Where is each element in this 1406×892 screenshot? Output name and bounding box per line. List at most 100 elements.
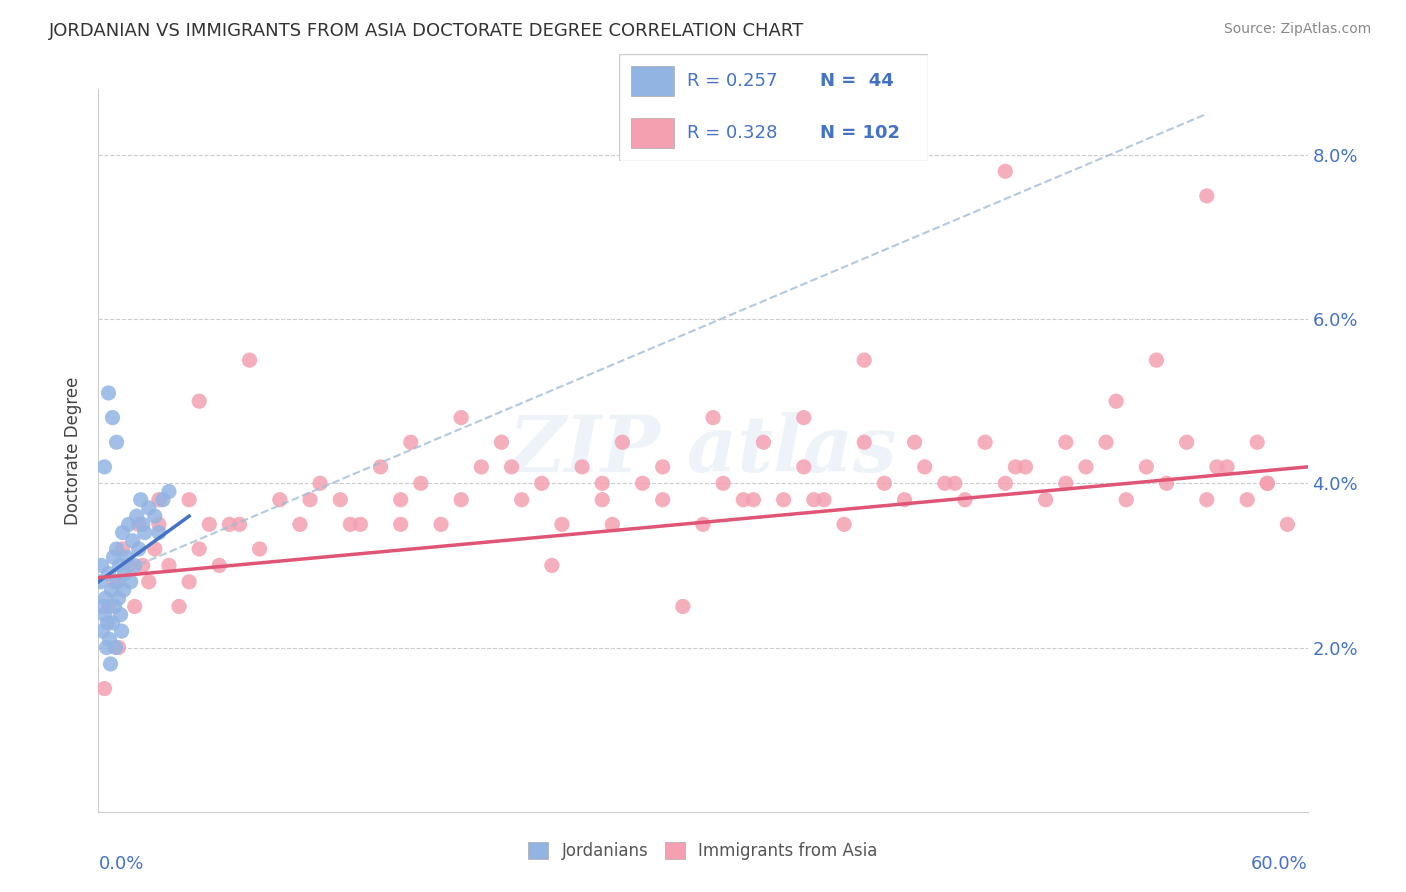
Point	[1054, 476, 1077, 491]
Point	[157, 558, 180, 573]
Point	[329, 492, 352, 507]
Point	[591, 476, 613, 491]
Point	[602, 517, 624, 532]
Point	[208, 558, 231, 573]
Point	[103, 550, 125, 565]
Point	[692, 517, 714, 532]
Point	[188, 394, 211, 409]
Point	[143, 509, 166, 524]
Point	[389, 492, 412, 507]
Point	[409, 476, 432, 491]
Point	[93, 681, 115, 696]
Point	[107, 640, 129, 655]
Y-axis label: Doctorate Degree: Doctorate Degree	[63, 376, 82, 524]
Point	[128, 541, 150, 556]
Point	[591, 492, 613, 507]
FancyBboxPatch shape	[619, 54, 928, 161]
Point	[672, 599, 695, 614]
Point	[934, 476, 956, 491]
Point	[974, 435, 997, 450]
Point	[100, 582, 122, 597]
Point	[112, 582, 135, 597]
Point	[1195, 492, 1218, 507]
Point	[97, 386, 120, 401]
Point	[148, 492, 170, 507]
Point	[702, 410, 724, 425]
Point	[803, 492, 825, 507]
Point	[1277, 517, 1299, 532]
Point	[94, 591, 117, 606]
Point	[612, 435, 634, 450]
Point	[1175, 435, 1198, 450]
Point	[571, 459, 593, 474]
Point	[1216, 459, 1239, 474]
Point	[111, 541, 134, 556]
Point	[124, 599, 146, 614]
Point	[430, 517, 453, 532]
Point	[97, 566, 120, 581]
Point	[98, 632, 121, 647]
Point	[179, 574, 201, 589]
Point	[110, 624, 132, 639]
Point	[93, 599, 115, 614]
Point	[349, 517, 371, 532]
Point	[121, 533, 143, 548]
Point	[107, 574, 129, 589]
Point	[399, 435, 422, 450]
Point	[1206, 459, 1229, 474]
Point	[530, 476, 553, 491]
Point	[128, 517, 150, 532]
Point	[631, 476, 654, 491]
Point	[1246, 435, 1268, 450]
Point	[104, 640, 127, 655]
Point	[125, 509, 148, 524]
Point	[101, 410, 124, 425]
Point	[228, 517, 250, 532]
Point	[943, 476, 966, 491]
Point	[1146, 353, 1168, 368]
Text: Source: ZipAtlas.com: Source: ZipAtlas.com	[1223, 22, 1371, 37]
Point	[111, 525, 134, 540]
Point	[114, 566, 136, 581]
Bar	[631, 66, 675, 96]
Point	[370, 459, 392, 474]
Point	[120, 574, 142, 589]
Text: R = 0.257: R = 0.257	[686, 72, 778, 90]
Point	[914, 459, 936, 474]
Point	[1156, 476, 1178, 491]
Point	[309, 476, 332, 491]
Point	[103, 574, 125, 589]
Point	[152, 492, 174, 507]
Point	[134, 525, 156, 540]
Point	[148, 517, 170, 532]
Point	[101, 615, 124, 630]
Point	[1256, 476, 1278, 491]
Point	[167, 599, 190, 614]
Point	[239, 353, 262, 368]
Point	[97, 599, 120, 614]
Point	[540, 558, 562, 573]
Text: JORDANIAN VS IMMIGRANTS FROM ASIA DOCTORATE DEGREE CORRELATION CHART: JORDANIAN VS IMMIGRANTS FROM ASIA DOCTOR…	[49, 22, 804, 40]
Point	[105, 541, 128, 556]
Point	[91, 624, 114, 639]
Point	[103, 599, 125, 614]
Point	[1115, 492, 1137, 507]
Point	[198, 517, 221, 532]
Point	[132, 517, 155, 532]
Point	[1014, 459, 1036, 474]
Point	[742, 492, 765, 507]
Text: N = 102: N = 102	[820, 124, 900, 142]
Point	[491, 435, 513, 450]
Point	[157, 484, 180, 499]
Point	[793, 410, 815, 425]
Point	[1054, 435, 1077, 450]
Point	[1095, 435, 1118, 450]
Point	[711, 476, 734, 491]
Point	[1035, 492, 1057, 507]
Text: 0.0%: 0.0%	[98, 855, 143, 873]
Point	[953, 492, 976, 507]
Point	[853, 353, 876, 368]
Point	[138, 500, 160, 515]
Text: ZIP atlas: ZIP atlas	[509, 412, 897, 489]
Text: N =  44: N = 44	[820, 72, 893, 90]
